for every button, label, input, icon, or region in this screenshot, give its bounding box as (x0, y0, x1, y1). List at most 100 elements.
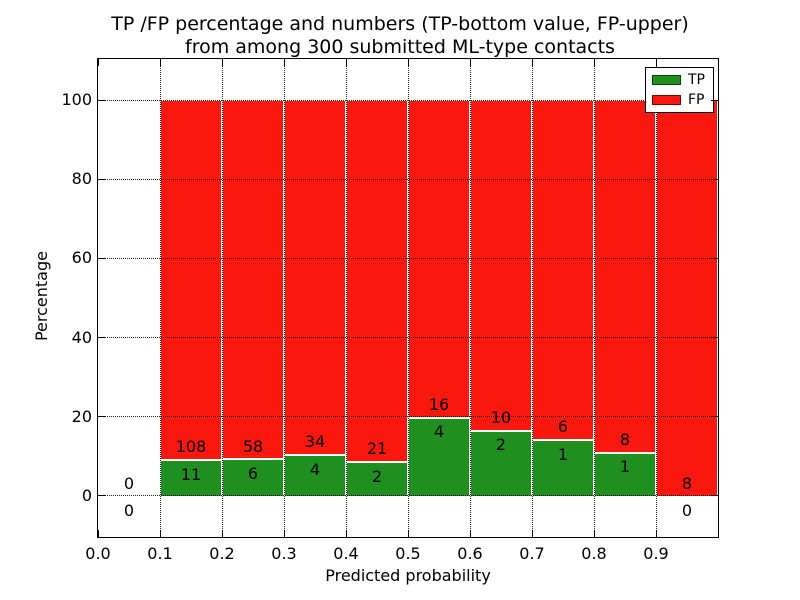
x-tick-top (407, 59, 409, 66)
fp-bar-segment (594, 100, 656, 452)
x-tick-label: 0.3 (271, 544, 297, 563)
x-tick-top (97, 59, 99, 66)
x-tick-top (345, 59, 347, 66)
tp-count-label: 1 (619, 457, 631, 477)
y-tick-right (711, 178, 718, 180)
fp-count-label: 8 (681, 473, 693, 493)
fp-bar-segment (160, 100, 222, 459)
legend-label: TP (688, 71, 705, 88)
fp-bar-segment (284, 100, 346, 454)
legend-label: FP (688, 91, 705, 108)
x-tick-bottom (221, 530, 223, 537)
plot-area: 0 0 108 11 58 6 34 4 21 2 16 4 10 2 6 1 8 1 8 0 (97, 58, 719, 538)
x-tick-bottom (469, 530, 471, 537)
x-gridline (159, 59, 161, 537)
y-tick-label: 20 (71, 406, 92, 426)
x-tick-top (593, 59, 595, 66)
x-gridline (345, 59, 347, 537)
tp-count-label: 2 (495, 435, 507, 455)
y-tick-label: 100 (61, 90, 92, 110)
fp-count-label: 16 (428, 394, 450, 414)
chart-title-line2: from among 300 submitted ML-type contact… (185, 36, 615, 58)
tp-bar-segment (532, 439, 594, 496)
fp-count-label: 108 (175, 437, 207, 457)
y-tick-right (711, 495, 718, 497)
tp-count-label: 2 (371, 466, 383, 486)
tp-bar-segment (594, 451, 656, 496)
x-gridline (593, 59, 595, 537)
x-tick-label: 0.4 (333, 544, 359, 563)
x-gridline (407, 59, 409, 537)
legend: TP FP (645, 67, 714, 113)
x-tick-top (531, 59, 533, 66)
y-axis-label: Percentage (32, 251, 51, 342)
legend-item: FP (646, 91, 713, 108)
x-gridline (531, 59, 533, 537)
tp-count-label: 0 (123, 501, 135, 521)
y-gridline (98, 337, 718, 338)
x-tick-label: 0.9 (643, 544, 669, 563)
x-tick-label: 0.7 (519, 544, 545, 563)
x-tick-top (469, 59, 471, 66)
fp-bar-segment (222, 100, 284, 459)
x-tick-label: 0.8 (581, 544, 607, 563)
x-tick-bottom (407, 530, 409, 537)
y-gridline (98, 495, 718, 497)
x-tick-label: 0.1 (147, 544, 173, 563)
x-tick-top (221, 59, 223, 66)
fp-count-label: 58 (242, 436, 264, 456)
tp-bar-segment (160, 459, 222, 496)
fp-count-label: 10 (490, 407, 512, 427)
fp-count-label: 8 (619, 429, 631, 449)
fp-count-label: 34 (304, 432, 326, 452)
y-tick-left (98, 337, 105, 338)
y-gridline (98, 178, 718, 180)
tp-bar-segment (222, 458, 284, 496)
x-tick-label: 0.0 (85, 544, 111, 563)
x-tick-label: 0.2 (209, 544, 235, 563)
y-tick-right (711, 99, 718, 101)
tp-count-label: 0 (681, 501, 693, 521)
x-tick-label: 0.5 (395, 544, 421, 563)
y-tick-label: 40 (71, 327, 92, 347)
chart-title-line1: TP /FP percentage and numbers (TP-bottom… (111, 13, 689, 35)
y-gridline (98, 257, 718, 259)
legend-swatch-fp (652, 95, 681, 105)
x-tick-bottom (345, 530, 347, 537)
tp-count-label: 6 (247, 464, 259, 484)
tp-count-label: 1 (557, 444, 569, 464)
x-gridline (283, 59, 285, 537)
x-tick-bottom (531, 530, 533, 537)
y-tick-left (98, 178, 105, 180)
y-tick-left (98, 416, 105, 417)
tp-count-label: 4 (309, 459, 321, 479)
x-tick-bottom (97, 530, 99, 537)
x-axis-label: Predicted probability (325, 566, 491, 585)
x-tick-bottom (283, 530, 285, 537)
legend-item: TP (646, 71, 713, 88)
fp-bar-segment (346, 100, 408, 462)
x-tick-bottom (655, 530, 657, 537)
fp-bar-segment (656, 100, 718, 496)
x-tick-top (159, 59, 161, 66)
tp-count-label: 4 (433, 422, 445, 442)
y-tick-right (711, 257, 718, 259)
y-tick-label: 60 (71, 248, 92, 268)
x-gridline (655, 59, 657, 537)
x-gridline (469, 59, 471, 537)
tp-bar-segment (346, 461, 408, 496)
y-tick-right (711, 337, 718, 338)
legend-swatch-tp (652, 75, 681, 85)
y-tick-left (98, 257, 105, 259)
fp-bar-segment (470, 100, 532, 430)
y-tick-label: 0 (81, 485, 92, 505)
x-tick-top (283, 59, 285, 66)
fp-count-label: 0 (123, 473, 135, 493)
x-tick-label: 0.6 (457, 544, 483, 563)
y-tick-left (98, 495, 105, 497)
fp-count-label: 6 (557, 417, 569, 437)
y-gridline (98, 99, 718, 101)
y-gridline (98, 416, 718, 417)
x-tick-top (655, 59, 657, 66)
